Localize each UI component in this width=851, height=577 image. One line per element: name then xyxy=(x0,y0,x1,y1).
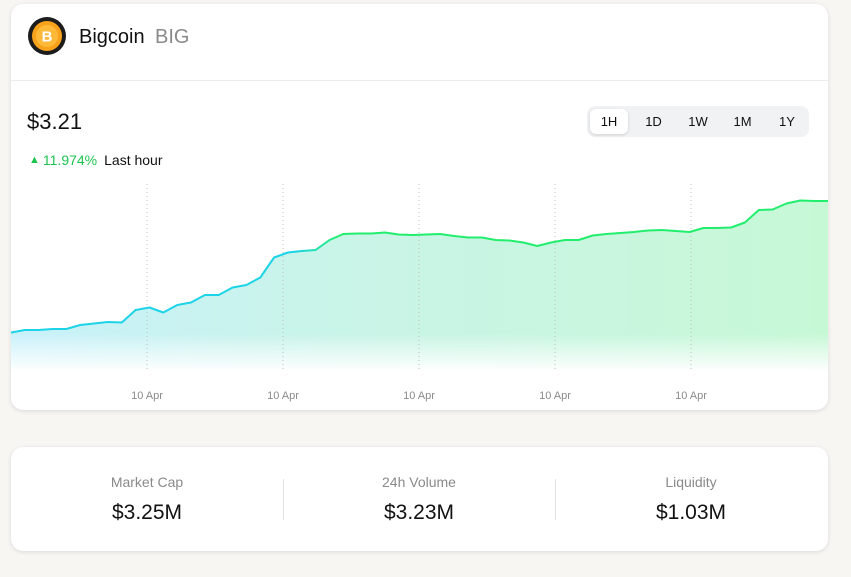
x-tick-label: 10 Apr xyxy=(403,390,435,402)
range-1w-button[interactable]: 1W xyxy=(688,114,708,129)
volume-label: 24h Volume xyxy=(382,474,456,490)
volume-stat: 24h Volume $3.23M xyxy=(283,447,555,551)
price-chart[interactable]: 10 Apr 10 Apr 10 Apr 10 Apr 10 Apr xyxy=(11,180,828,410)
range-1h-button[interactable]: 1H xyxy=(590,109,628,134)
coin-ticker: BIG xyxy=(155,26,190,48)
coin-name: Bigcoin xyxy=(79,26,145,48)
market-cap-stat: Market Cap $3.25M xyxy=(11,447,283,551)
stat-divider xyxy=(555,479,556,520)
coin-icon-symbol: B xyxy=(42,29,53,46)
range-1m-button[interactable]: 1M xyxy=(733,114,752,129)
stats-card: Market Cap $3.25M 24h Volume $3.23M Liqu… xyxy=(11,447,828,551)
price-chart-card: B Bigcoin BIG $3.21 ▲ 11.974% Last hour … xyxy=(11,4,828,410)
liquidity-value: $1.03M xyxy=(655,501,727,524)
triangle-up-icon: ▲ xyxy=(29,154,40,166)
current-price: $3.21 xyxy=(27,109,83,134)
price-series-line xyxy=(11,199,828,334)
price-change: ▲ 11.974% Last hour xyxy=(29,152,163,168)
stat-divider xyxy=(283,479,284,520)
x-tick-label: 10 Apr xyxy=(267,390,299,402)
card-header: B Bigcoin BIG xyxy=(11,4,828,81)
time-range-selector: 1H 1D 1W 1M 1Y xyxy=(587,106,809,137)
bitcoin-coin-icon: B xyxy=(28,17,66,55)
market-cap-label: Market Cap xyxy=(110,474,184,490)
change-period-label: Last hour xyxy=(104,152,163,168)
x-tick-label: 10 Apr xyxy=(131,390,163,402)
x-tick-label: 10 Apr xyxy=(675,390,707,402)
change-percent: 11.974% xyxy=(42,152,98,168)
range-1y-button[interactable]: 1Y xyxy=(779,114,795,129)
volume-value: $3.23M xyxy=(383,501,455,524)
liquidity-label: Liquidity xyxy=(665,474,717,490)
range-1d-button[interactable]: 1D xyxy=(645,114,662,129)
liquidity-stat: Liquidity $1.03M xyxy=(555,447,827,551)
x-tick-label: 10 Apr xyxy=(539,390,571,402)
market-cap-value: $3.25M xyxy=(111,501,183,524)
